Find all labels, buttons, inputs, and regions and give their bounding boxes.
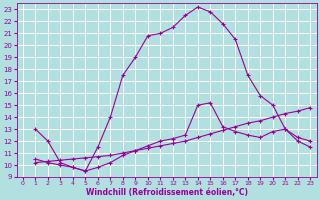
X-axis label: Windchill (Refroidissement éolien,°C): Windchill (Refroidissement éolien,°C) — [85, 188, 248, 197]
